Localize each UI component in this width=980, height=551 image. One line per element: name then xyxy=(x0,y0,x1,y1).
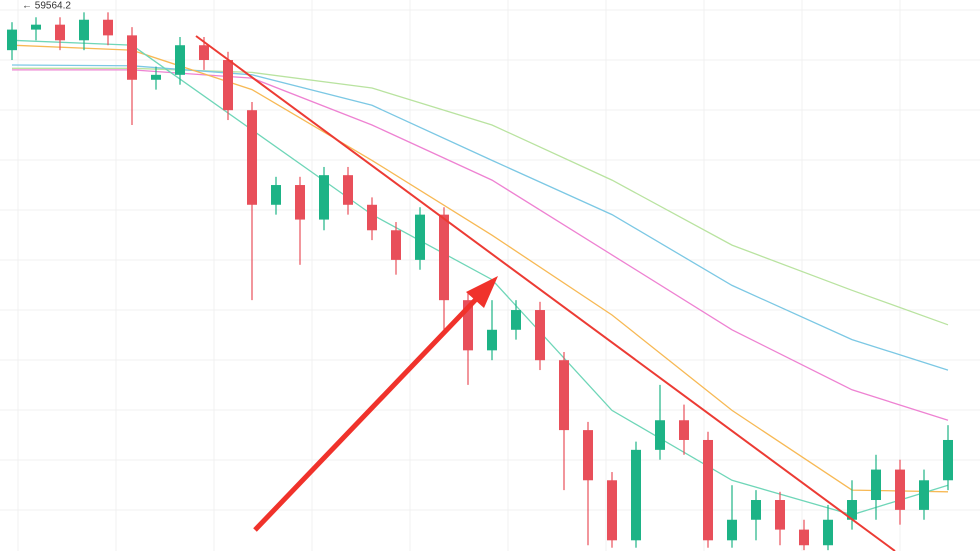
candle-body xyxy=(319,175,329,220)
candle-body xyxy=(247,110,257,205)
moving-average-line xyxy=(11,44,949,493)
candle-body xyxy=(823,519,833,546)
candle-body xyxy=(583,430,593,481)
candle-body xyxy=(79,19,89,41)
candle-body xyxy=(727,519,737,541)
candle-body xyxy=(151,74,161,80)
candle-body xyxy=(391,230,401,260)
trend-line xyxy=(195,35,896,551)
candle-body xyxy=(175,45,185,75)
candle-body xyxy=(679,420,689,440)
candle-body xyxy=(751,500,761,520)
arrow-shaft xyxy=(253,291,484,532)
chart-marks xyxy=(7,12,953,551)
candle-body xyxy=(703,439,713,541)
candle-body xyxy=(895,469,905,510)
candle-body xyxy=(415,214,425,260)
candle-body xyxy=(559,360,569,431)
candle-body xyxy=(31,24,41,30)
candle-body xyxy=(103,19,113,36)
candle-body xyxy=(847,500,857,520)
moving-average-line xyxy=(12,67,949,326)
candle-body xyxy=(511,310,521,330)
moving-average-line xyxy=(11,64,949,371)
candle-body xyxy=(655,420,665,450)
candle-body xyxy=(775,500,785,530)
candle-body xyxy=(631,449,641,541)
candle-body xyxy=(463,300,473,351)
candle-body xyxy=(271,185,281,205)
candle-body xyxy=(7,29,17,51)
moving-average-line xyxy=(12,69,949,421)
moving-average-line xyxy=(11,39,949,516)
arrow-head xyxy=(466,276,498,308)
candle-body xyxy=(55,24,65,41)
candle-body xyxy=(919,480,929,510)
candle-body xyxy=(943,439,953,481)
candle-body xyxy=(535,310,545,361)
candle-body xyxy=(295,185,305,220)
candle-body xyxy=(439,214,449,301)
price-label: ← 59564.2 xyxy=(22,1,71,12)
candle-body xyxy=(343,175,353,205)
candle-body xyxy=(799,529,809,546)
candle-body xyxy=(127,35,137,80)
candle-body xyxy=(871,469,881,501)
candle-body xyxy=(487,329,497,351)
candle-body xyxy=(367,204,377,231)
candle-body xyxy=(607,480,617,541)
candle-body xyxy=(199,45,209,61)
candle-body xyxy=(223,60,233,111)
